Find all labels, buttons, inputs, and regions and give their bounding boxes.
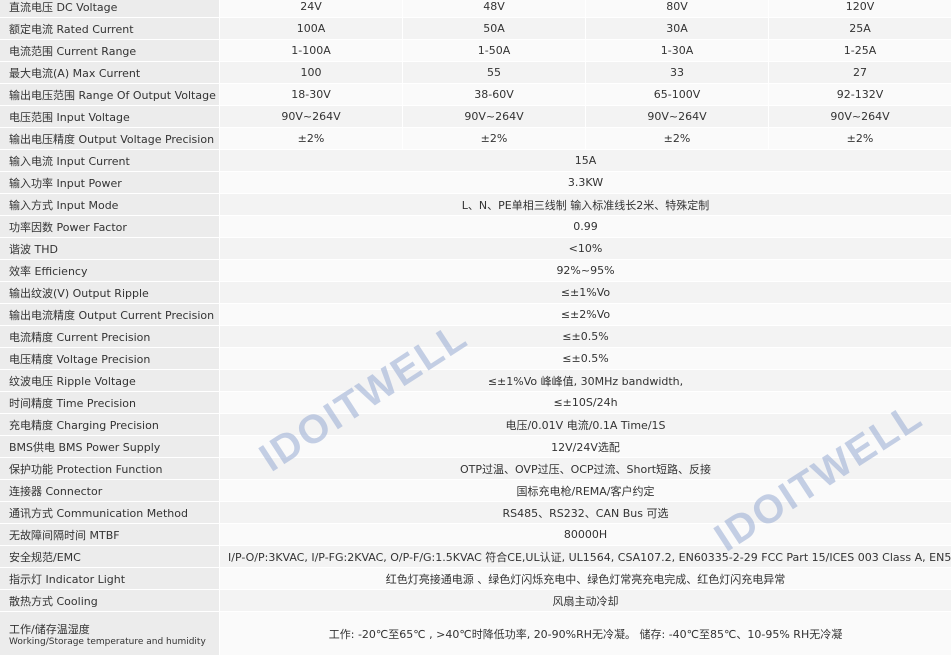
row-label: 输出电压精度 Output Voltage Precision bbox=[0, 128, 220, 150]
label-subtext: Working/Storage temperature and humidity bbox=[9, 636, 206, 647]
value-cell: 30A bbox=[586, 18, 769, 40]
row-label: 时间精度 Time Precision bbox=[0, 392, 220, 414]
value-cell: 1-25A bbox=[769, 40, 952, 62]
value-cell: ≤±0.5% bbox=[220, 326, 952, 348]
row-label: 电压范围 Input Voltage bbox=[0, 106, 220, 128]
value-cell: 90V~264V bbox=[769, 106, 952, 128]
row-label: 保护功能 Protection Function bbox=[0, 458, 220, 480]
row-label: 散热方式 Cooling bbox=[0, 590, 220, 612]
row-label: BMS供电 BMS Power Supply bbox=[0, 436, 220, 458]
value-cell: 15A bbox=[220, 150, 952, 172]
row-label: 直流电压 DC Voltage bbox=[0, 0, 220, 18]
row-label: 输入功率 Input Power bbox=[0, 172, 220, 194]
row-label: 效率 Efficiency bbox=[0, 260, 220, 282]
value-cell: ±2% bbox=[586, 128, 769, 150]
value-cell: 38-60V bbox=[403, 84, 586, 106]
value-cell: 风扇主动冷却 bbox=[220, 590, 952, 612]
value-cell: ±2% bbox=[403, 128, 586, 150]
value-cell: 100A bbox=[220, 18, 403, 40]
value-cell: 55 bbox=[403, 62, 586, 84]
value-cell: 80000H bbox=[220, 524, 952, 546]
value-cell: 80V bbox=[586, 0, 769, 18]
value-cell: ≤±10S/24h bbox=[220, 392, 952, 414]
value-cell: ≤±2%Vo bbox=[220, 304, 952, 326]
row-label: 电压精度 Voltage Precision bbox=[0, 348, 220, 370]
value-cell: ±2% bbox=[769, 128, 952, 150]
row-label: 电流精度 Current Precision bbox=[0, 326, 220, 348]
value-cell: 0.99 bbox=[220, 216, 952, 238]
value-cell: 65-100V bbox=[586, 84, 769, 106]
value-cell: 红色灯亮接通电源 、绿色灯闪烁充电中、绿色灯常亮充电完成、红色灯闪充电异常 bbox=[220, 568, 952, 590]
value-cell: 12V/24V选配 bbox=[220, 436, 952, 458]
row-label: 连接器 Connector bbox=[0, 480, 220, 502]
row-label: 谐波 THD bbox=[0, 238, 220, 260]
value-cell: ≤±1%Vo bbox=[220, 282, 952, 304]
row-label: 充电精度 Charging Precision bbox=[0, 414, 220, 436]
value-cell: 3.3KW bbox=[220, 172, 952, 194]
value-cell: 92%~95% bbox=[220, 260, 952, 282]
value-cell: 90V~264V bbox=[586, 106, 769, 128]
row-label: 无故障间隔时间 MTBF bbox=[0, 524, 220, 546]
value-cell: L、N、PE单相三线制 输入标准线长2米、特殊定制 bbox=[220, 194, 952, 216]
value-cell: ≤±1%Vo 峰峰值, 30MHz bandwidth, bbox=[220, 370, 952, 392]
value-cell: 电压/0.01V 电流/0.1A Time/1S bbox=[220, 414, 952, 436]
value-cell: 90V~264V bbox=[403, 106, 586, 128]
value-cell: 27 bbox=[769, 62, 952, 84]
value-cell: 25A bbox=[769, 18, 952, 40]
label-text: 工作/储存温湿度 bbox=[9, 622, 90, 636]
value-cell: 24V bbox=[220, 0, 403, 18]
row-label: 工作/储存温湿度 Working/Storage temperature and … bbox=[0, 612, 220, 656]
value-cell: 1-30A bbox=[586, 40, 769, 62]
value-cell: 工作: -20℃至65℃ , >40℃时降低功率, 20-90%RH无冷凝。 储… bbox=[220, 612, 952, 656]
row-label: 功率因数 Power Factor bbox=[0, 216, 220, 238]
value-cell: ±2% bbox=[220, 128, 403, 150]
row-label: 输出纹波(V) Output Ripple bbox=[0, 282, 220, 304]
value-cell: 48V bbox=[403, 0, 586, 18]
value-cell: 92-132V bbox=[769, 84, 952, 106]
value-cell: ≤±0.5% bbox=[220, 348, 952, 370]
value-cell: I/P-O/P:3KVAC, I/P-FG:2KVAC, O/P-F/G:1.5… bbox=[220, 546, 952, 568]
row-label: 通讯方式 Communication Method bbox=[0, 502, 220, 524]
value-cell: 50A bbox=[403, 18, 586, 40]
row-label: 纹波电压 Ripple Voltage bbox=[0, 370, 220, 392]
row-label: 输入方式 Input Mode bbox=[0, 194, 220, 216]
value-cell: <10% bbox=[220, 238, 952, 260]
value-cell: 120V bbox=[769, 0, 952, 18]
row-label: 电流范围 Current Range bbox=[0, 40, 220, 62]
row-label: 输出电流精度 Output Current Precision bbox=[0, 304, 220, 326]
value-cell: 18-30V bbox=[220, 84, 403, 106]
row-label: 输出电压范围 Range Of Output Voltage bbox=[0, 84, 220, 106]
value-cell: RS485、RS232、CAN Bus 可选 bbox=[220, 502, 952, 524]
value-cell: 100 bbox=[220, 62, 403, 84]
value-cell: 33 bbox=[586, 62, 769, 84]
row-label: 输入电流 Input Current bbox=[0, 150, 220, 172]
value-cell: 1-100A bbox=[220, 40, 403, 62]
value-cell: 1-50A bbox=[403, 40, 586, 62]
row-label: 额定电流 Rated Current bbox=[0, 18, 220, 40]
row-label: 指示灯 Indicator Light bbox=[0, 568, 220, 590]
value-cell: 90V~264V bbox=[220, 106, 403, 128]
row-label: 最大电流(A) Max Current bbox=[0, 62, 220, 84]
row-label: 安全规范/EMC bbox=[0, 546, 220, 568]
value-cell: 国标充电枪/REMA/客户约定 bbox=[220, 480, 952, 502]
